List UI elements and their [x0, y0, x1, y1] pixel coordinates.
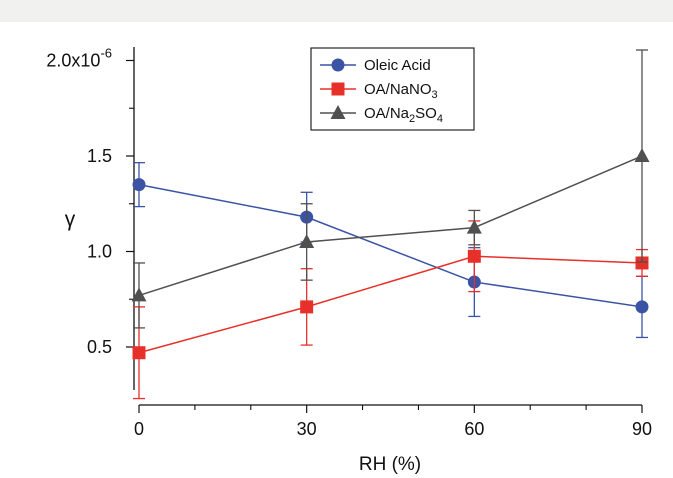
data-point — [131, 287, 147, 302]
series-group — [131, 49, 650, 329]
legend-label: OA/Na2SO4 — [364, 105, 443, 125]
series-line — [138, 183, 643, 308]
series-group — [132, 162, 649, 339]
y-tick-label: 0.5 — [87, 337, 112, 357]
data-point — [299, 233, 315, 248]
y-tick-label: 1.5 — [87, 146, 112, 166]
legend-label: OA/NaNO3 — [364, 81, 438, 101]
y-axis-title: γ — [65, 208, 76, 231]
data-point — [635, 256, 649, 270]
legend: Oleic Acid OA/NaNO3 OA/Na2SO4 — [310, 47, 475, 131]
x-tick-label: 0 — [134, 419, 144, 439]
y-tick-label: 1.0 — [87, 242, 112, 262]
x-axis-title: RH (%) — [359, 454, 421, 475]
axes: 0.5 1.0 1.5 2.0x10-6 0 30 60 90 — [46, 46, 652, 440]
series-line — [138, 155, 643, 297]
data-point — [132, 346, 146, 360]
data-point — [300, 300, 314, 314]
legend-label: Oleic Acid — [364, 57, 431, 74]
y-scale-label: 2.0x10-6 — [46, 46, 112, 71]
x-tick-label: 60 — [464, 419, 484, 439]
top-bar — [0, 0, 673, 22]
data-point — [635, 300, 649, 314]
legend-marker — [330, 105, 346, 119]
x-tick-label: 90 — [632, 419, 652, 439]
series-layer — [131, 49, 650, 400]
axis-labels: RH (%) γ — [65, 208, 421, 475]
data-point — [467, 249, 481, 263]
data-point — [132, 178, 146, 192]
data-point — [634, 148, 650, 162]
legend-marker — [331, 82, 345, 96]
data-point — [466, 219, 482, 234]
series-group — [132, 220, 649, 400]
x-tick-label: 30 — [297, 419, 317, 439]
series-line — [138, 255, 643, 354]
legend-marker — [331, 58, 345, 72]
